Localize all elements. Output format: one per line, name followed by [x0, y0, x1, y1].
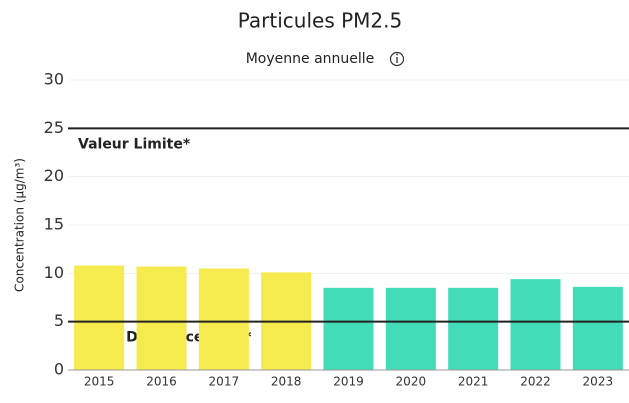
y-tick-label: 20	[44, 166, 64, 185]
reference-label: Valeur Limite*	[78, 136, 191, 152]
chart-subtitle: Moyenne annuelle	[246, 51, 375, 67]
y-tick-label: 25	[44, 118, 64, 137]
bar	[448, 287, 499, 370]
bar	[136, 266, 187, 370]
y-tick-label: 30	[44, 70, 64, 89]
bar	[198, 268, 249, 370]
bar	[74, 265, 125, 370]
y-tick-label: 0	[54, 360, 64, 379]
bar	[385, 287, 436, 370]
x-tick-label: 2021	[458, 375, 489, 389]
x-tick-label: 2015	[84, 375, 115, 389]
y-axis-label: Concentration (µg/m³)	[13, 158, 27, 292]
x-tick-label: 2018	[271, 375, 302, 389]
y-tick-label: 15	[44, 215, 64, 234]
chart-title: Particules PM2.5	[238, 9, 402, 33]
x-tick-label: 2019	[333, 375, 364, 389]
x-tick-label: 2020	[396, 375, 427, 389]
x-tick-label: 2017	[209, 375, 240, 389]
x-tick-label: 2016	[146, 375, 177, 389]
y-tick-label: 5	[54, 311, 64, 330]
bar	[572, 286, 623, 370]
bar	[510, 279, 561, 370]
bar	[323, 287, 374, 370]
y-tick-label: 10	[44, 263, 64, 282]
info-icon[interactable]	[389, 51, 405, 67]
x-tick-label: 2022	[520, 375, 551, 389]
x-tick-label: 2023	[583, 375, 614, 389]
